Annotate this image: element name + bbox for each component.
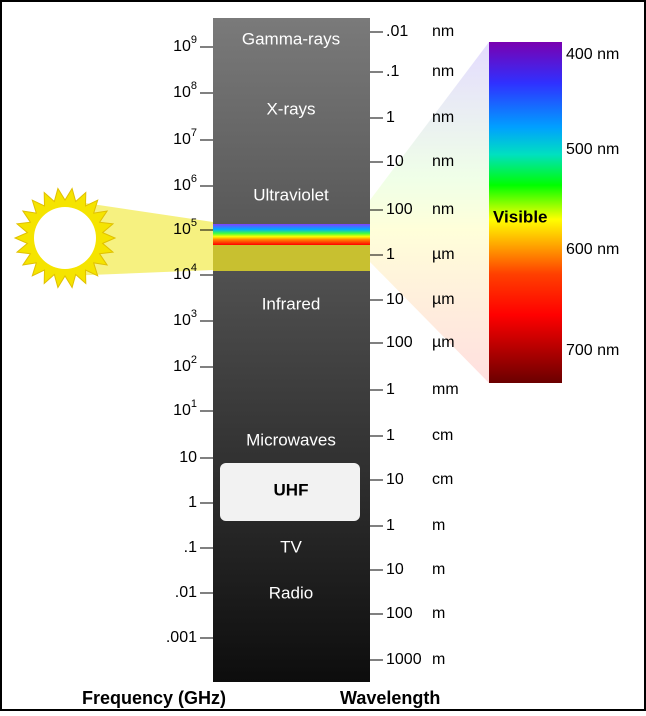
wavelength-unit: m <box>432 651 445 668</box>
frequency-tick-label: .01 <box>175 584 197 601</box>
wavelength-unit: cm <box>432 427 453 444</box>
wavelength-number: .01 <box>386 23 408 40</box>
wavelength-unit: µm <box>432 291 455 308</box>
frequency-base: .001 <box>166 629 197 646</box>
wavelength-number: 10 <box>386 561 404 578</box>
wavelength-number: 1 <box>386 381 395 398</box>
wavelength-unit: m <box>432 605 445 622</box>
frequency-base: 10 <box>173 358 191 375</box>
frequency-exponent: 9 <box>191 34 197 46</box>
band-label: TV <box>280 537 302 556</box>
wavelength-unit: mm <box>432 381 459 398</box>
frequency-exponent: 4 <box>191 262 197 274</box>
visible-label: Visible <box>493 207 548 226</box>
sun-core <box>34 207 96 269</box>
band-label: Gamma-rays <box>242 29 340 48</box>
band-label: Microwaves <box>246 430 336 449</box>
frequency-base: 10 <box>173 402 191 419</box>
frequency-exponent: 5 <box>191 217 197 229</box>
frequency-exponent: 8 <box>191 80 197 92</box>
frequency-exponent: 2 <box>191 354 197 366</box>
frequency-tick-label: .001 <box>166 629 197 646</box>
wavelength-unit: nm <box>432 153 454 170</box>
band-label: Infrared <box>262 294 321 313</box>
wavelength-unit: nm <box>432 109 454 126</box>
wavelength-number: 1 <box>386 427 395 444</box>
diagram: Visible Frequency (GHz) Wavelength Gamma… <box>0 0 646 711</box>
wavelength-number: 100 <box>386 201 413 218</box>
frequency-tick-label: 1 <box>188 494 197 511</box>
visible-tick-label: 500 nm <box>566 141 619 158</box>
visible-tick-label: 600 nm <box>566 241 619 258</box>
frequency-exponent: 7 <box>191 127 197 139</box>
frequency-exponent: 6 <box>191 173 197 185</box>
frequency-base: 10 <box>173 84 191 101</box>
frequency-base: 10 <box>173 38 191 55</box>
frequency-base: 10 <box>173 312 191 329</box>
wavelength-unit: nm <box>432 63 454 80</box>
wavelength-unit: m <box>432 561 445 578</box>
frequency-exponent: 3 <box>191 308 197 320</box>
wavelength-unit: nm <box>432 23 454 40</box>
frequency-base: .1 <box>184 539 197 556</box>
wavelength-unit: cm <box>432 471 453 488</box>
yellow-band <box>213 245 370 271</box>
wavelength-number: .1 <box>386 63 399 80</box>
wavelength-unit: µm <box>432 334 455 351</box>
wavelength-number: 100 <box>386 334 413 351</box>
rainbow-band <box>213 224 370 245</box>
wavelength-number: 1 <box>386 246 395 263</box>
wavelength-number: 1000 <box>386 651 422 668</box>
visible-tick-label: 700 nm <box>566 342 619 359</box>
wavelength-unit: m <box>432 517 445 534</box>
wavelength-number: 1 <box>386 109 395 126</box>
frequency-base: 10 <box>173 177 191 194</box>
frequency-tick-label: 10 <box>179 449 197 466</box>
wavelength-number: 10 <box>386 291 404 308</box>
frequency-base: .01 <box>175 584 197 601</box>
frequency-tick-label: .1 <box>184 539 197 556</box>
wavelength-unit: nm <box>432 201 454 218</box>
wavelength-number: 1 <box>386 517 395 534</box>
frequency-base: 10 <box>179 449 197 466</box>
page: {"bands":["Gamma-rays","X-rays","Ultravi… <box>0 0 646 716</box>
band-label: Ultraviolet <box>253 185 329 204</box>
frequency-label: Frequency (GHz) <box>82 688 226 708</box>
frequency-base: 10 <box>173 266 191 283</box>
band-label: Radio <box>269 583 313 602</box>
wavelength-number: 10 <box>386 471 404 488</box>
frequency-base: 1 <box>188 494 197 511</box>
wavelength-number: 100 <box>386 605 413 622</box>
wavelength-unit: µm <box>432 246 455 263</box>
frequency-base: 10 <box>173 221 191 238</box>
wavelength-number: 10 <box>386 153 404 170</box>
frequency-exponent: 1 <box>191 398 197 410</box>
wavelength-label: Wavelength <box>340 688 440 708</box>
band-label: UHF <box>274 480 309 499</box>
frequency-base: 10 <box>173 131 191 148</box>
band-label: X-rays <box>266 99 315 118</box>
visible-tick-label: 400 nm <box>566 46 619 63</box>
